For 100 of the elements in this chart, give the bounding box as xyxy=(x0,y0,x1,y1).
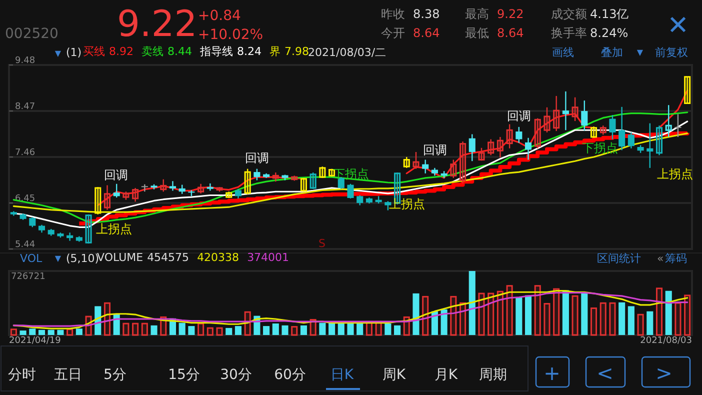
bar xyxy=(637,314,644,336)
bar xyxy=(300,325,307,335)
y-tick-label: 5.44 xyxy=(15,240,36,250)
bar xyxy=(544,303,550,336)
bar xyxy=(150,325,158,335)
text: ✕ xyxy=(667,11,689,41)
bar xyxy=(272,323,279,335)
bar xyxy=(76,328,82,335)
bar xyxy=(450,296,457,336)
text: 8.38 xyxy=(413,7,440,21)
bar xyxy=(646,311,654,335)
bar xyxy=(665,290,672,335)
text: 周期 xyxy=(479,367,507,383)
text: 4.13亿 xyxy=(590,7,629,21)
bar xyxy=(319,322,326,335)
annotation: 回调 xyxy=(507,109,531,123)
text: ▼ xyxy=(54,254,62,263)
text: 8.24 xyxy=(237,45,262,58)
bar xyxy=(422,296,429,336)
bar xyxy=(10,328,17,336)
bar xyxy=(20,330,26,335)
text: 最低 xyxy=(465,26,489,40)
bar xyxy=(338,323,344,335)
bar xyxy=(516,297,522,335)
text: 日K xyxy=(330,367,354,383)
bar xyxy=(263,326,270,335)
bar xyxy=(291,326,298,336)
text: 2021/04/19 xyxy=(9,336,62,346)
text: +10.02% xyxy=(198,27,264,43)
bar xyxy=(496,290,504,336)
text: 成交额 xyxy=(551,7,587,21)
bar xyxy=(488,292,494,336)
text: 昨收 xyxy=(381,7,405,21)
text: 9.22 xyxy=(497,7,524,21)
bar xyxy=(122,322,130,336)
text: 2021/08/03/二 xyxy=(308,46,386,59)
text: 30分 xyxy=(220,367,252,383)
text: 7.98 xyxy=(284,45,309,58)
chart-title: VOL xyxy=(20,252,43,265)
bar xyxy=(412,293,420,335)
bar xyxy=(198,322,204,336)
bar xyxy=(478,292,485,336)
text: 5分 xyxy=(104,367,126,383)
bar xyxy=(282,325,288,335)
text: < xyxy=(596,361,614,385)
bar xyxy=(600,302,606,336)
bar xyxy=(562,290,569,335)
bar xyxy=(141,322,148,336)
text: 指导线 xyxy=(199,45,233,58)
y-tick-label: 9.48 xyxy=(15,56,36,66)
text: 374001 xyxy=(247,251,290,264)
y-tick-label: 7.46 xyxy=(15,148,36,158)
text: (1) xyxy=(66,46,82,59)
text: 15分 xyxy=(168,367,200,383)
text: 8.44 xyxy=(168,45,192,58)
text: 8.24% xyxy=(590,26,628,40)
text: 分时 xyxy=(8,367,36,383)
text: 8.64 xyxy=(497,26,524,40)
bar xyxy=(206,327,214,336)
text: 换手率 xyxy=(551,26,587,40)
bar xyxy=(684,294,691,336)
bar xyxy=(38,330,46,335)
annotation: 回调 xyxy=(245,151,269,165)
bar xyxy=(468,271,476,335)
text: 今开 xyxy=(381,26,405,40)
text: + xyxy=(544,361,560,385)
bar xyxy=(234,326,242,335)
text: 60分 xyxy=(274,367,306,383)
annotation: S xyxy=(318,237,326,250)
text: 454575 xyxy=(147,251,190,264)
y-tick-label: 8.47 xyxy=(15,102,36,112)
annotation: 上拐点 xyxy=(657,167,693,181)
chart-title: 9.22 xyxy=(117,4,198,45)
bar xyxy=(590,307,598,336)
text: « xyxy=(657,252,664,265)
bar xyxy=(178,322,186,335)
bar xyxy=(618,302,626,335)
text: 界 xyxy=(270,45,280,58)
bar xyxy=(506,285,513,336)
bar xyxy=(328,322,336,335)
text: ▼ xyxy=(636,48,644,57)
bar xyxy=(57,330,64,335)
bar xyxy=(356,323,364,335)
bar xyxy=(384,323,392,335)
bar xyxy=(534,285,541,336)
bar xyxy=(226,328,232,335)
bar xyxy=(310,319,316,336)
text: 区间统计 xyxy=(597,252,641,265)
text: 画线 xyxy=(552,46,574,59)
bar xyxy=(188,326,195,335)
bar xyxy=(29,328,36,335)
bar xyxy=(216,327,223,336)
bar xyxy=(347,323,354,335)
text: 002520 xyxy=(5,26,58,42)
bar xyxy=(524,295,532,335)
annotation: 上拐点 xyxy=(96,222,132,236)
text: 8.92 xyxy=(109,45,134,58)
text: > xyxy=(656,361,672,385)
bar xyxy=(572,295,578,336)
text: 叠加 xyxy=(601,46,623,59)
